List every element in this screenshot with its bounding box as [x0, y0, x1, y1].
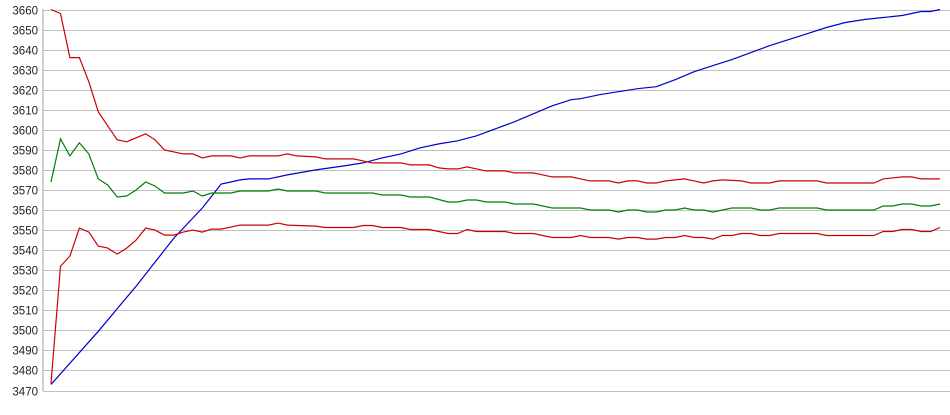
y-tick-label: 3510: [12, 306, 38, 318]
series-group: [50, 8, 941, 385]
y-tick-label: 3520: [12, 286, 38, 298]
series-line-3: [50, 137, 941, 213]
y-tick-label: 3630: [12, 66, 38, 78]
gridlines: [43, 10, 950, 392]
y-tick-label: 3540: [12, 246, 38, 258]
y-axis-tick-labels: 3660 3650 3640 3630 3620 3610 3600 3590 3580 3570…: [12, 6, 38, 399]
y-tick-label: 3620: [12, 86, 38, 98]
series-line-4: [50, 222, 941, 384]
y-tick-label: 3470: [12, 387, 38, 399]
y-tick-label: 3550: [12, 226, 38, 238]
y-tick-label: 3580: [12, 166, 38, 178]
y-tick-label: 3590: [12, 146, 38, 158]
y-tick-label: 3660: [12, 6, 38, 18]
y-tick-label: 3560: [12, 206, 38, 218]
series-line-2: [50, 8, 940, 184]
y-tick-label: 3570: [12, 186, 38, 198]
y-tick-label: 3600: [12, 126, 38, 138]
y-tick-label: 3640: [12, 46, 38, 58]
y-tick-label: 3650: [12, 26, 38, 38]
y-tick-label: 3530: [12, 266, 38, 278]
y-tick-label: 3480: [12, 366, 38, 378]
series-line-1: [50, 8, 941, 385]
y-tick-label: 3490: [12, 346, 38, 358]
y-tick-label: 3500: [12, 326, 38, 338]
y-tick-label: 3610: [12, 106, 38, 118]
